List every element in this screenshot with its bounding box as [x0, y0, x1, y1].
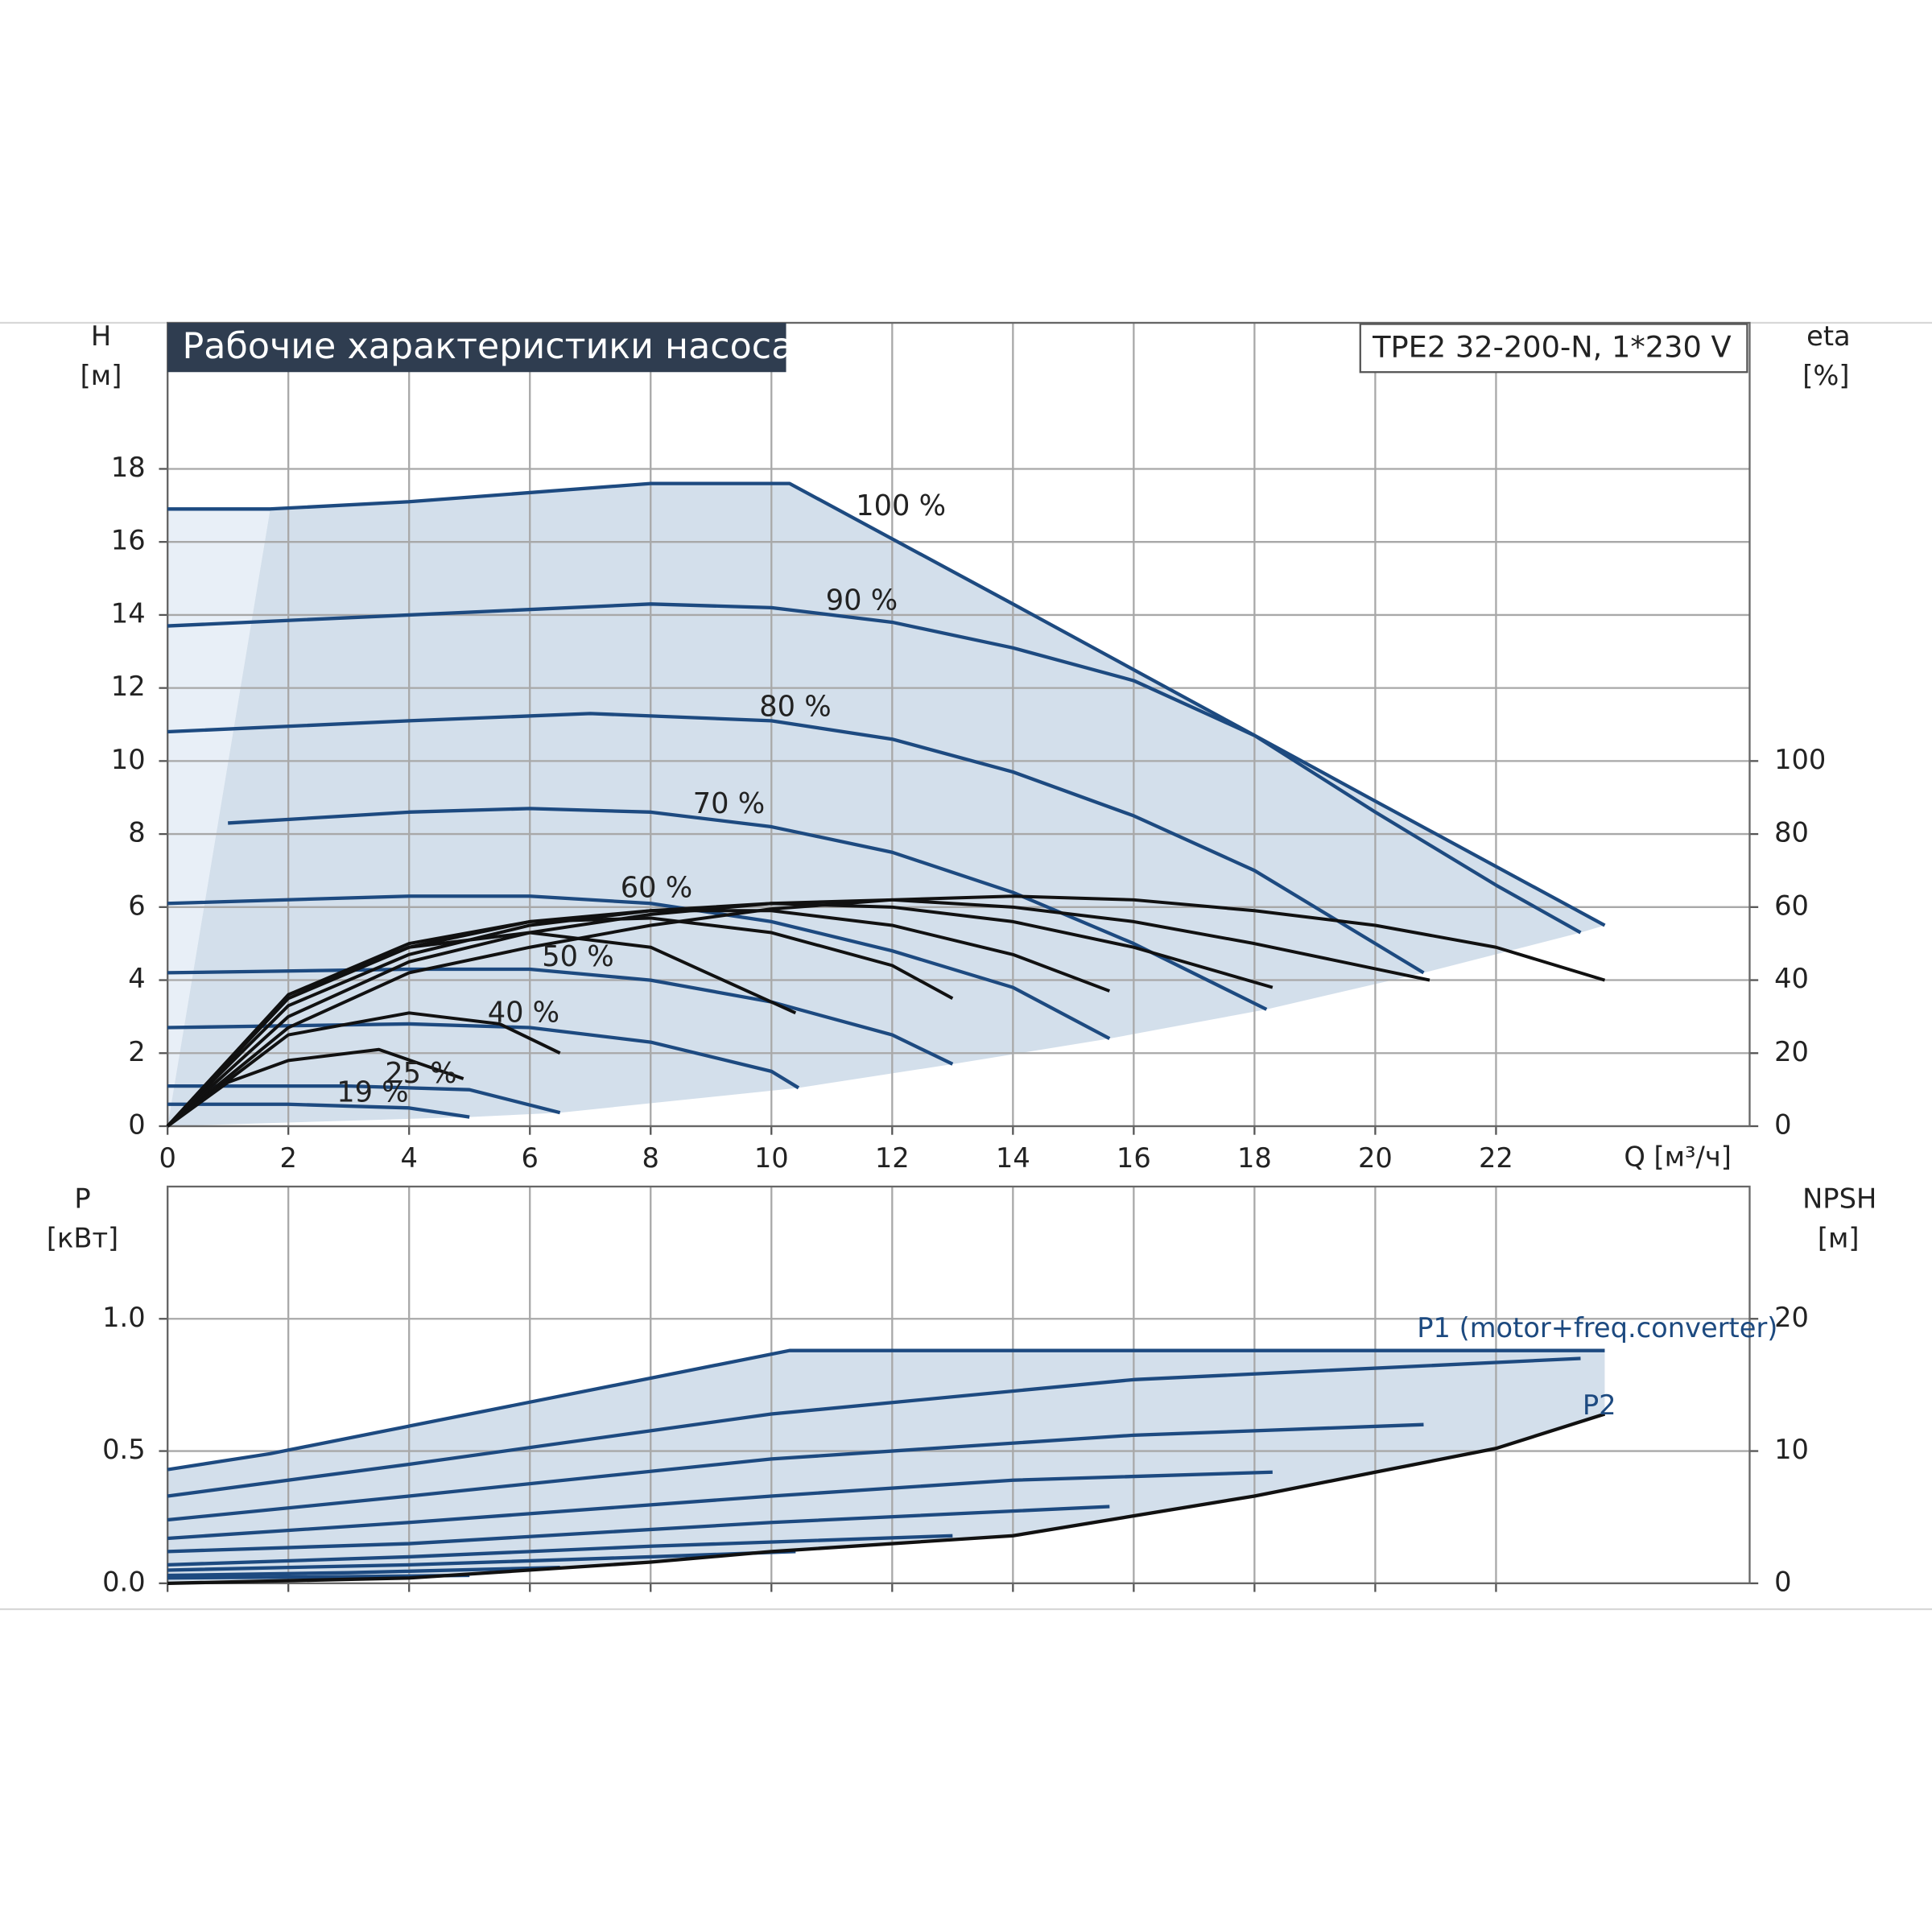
efficiency-curve [166, 902, 1274, 1128]
product-label: TPE2 32-200-N, 1*230 V [1372, 330, 1732, 365]
y-axis-label: H [91, 320, 111, 352]
y-tick-label: 4 [128, 963, 145, 994]
y2-axis-unit: [м] [1818, 1222, 1860, 1253]
y-tick-label: 18 [111, 452, 146, 483]
x-tick-label: 22 [1479, 1142, 1513, 1174]
efficiency-curve [166, 909, 1111, 1128]
y2-tick-label: 20 [1774, 1302, 1809, 1333]
y2-tick-label: 60 [1774, 890, 1809, 921]
x-tick-label: 14 [996, 1142, 1030, 1174]
curve [167, 1102, 470, 1119]
curve [167, 1356, 1581, 1498]
x-tick-label: 18 [1237, 1142, 1272, 1174]
plot-frame [167, 321, 1751, 1128]
y2-tick-label: 0 [1774, 1566, 1791, 1597]
curve [167, 1412, 1606, 1585]
y-tick-label: 16 [111, 525, 146, 556]
curve [167, 602, 1582, 935]
curve [167, 1348, 1605, 1472]
curve [167, 967, 954, 1066]
x-tick-label: 8 [642, 1142, 659, 1174]
efficiency-curve [166, 931, 797, 1128]
title-box [167, 323, 786, 373]
curve [167, 481, 1606, 927]
operating-area [167, 1350, 1605, 1583]
efficiency-curve [166, 1011, 561, 1128]
curve-label: 80 % [759, 691, 831, 724]
y-tick-label: 0.5 [102, 1434, 146, 1465]
curve-label: P2 [1583, 1389, 1616, 1421]
y-tick-label: 14 [111, 597, 146, 629]
y-tick-label: 8 [128, 817, 145, 848]
x-tick-label: 2 [279, 1142, 296, 1174]
curve [167, 1084, 561, 1115]
curve [167, 1470, 1273, 1541]
efficiency-curve [166, 1047, 464, 1128]
y2-tick-label: 0 [1774, 1108, 1791, 1140]
curve [167, 1534, 953, 1567]
curve [167, 712, 1425, 975]
x-tick-label: 10 [754, 1142, 789, 1174]
x-tick-label: 0 [159, 1142, 175, 1174]
y2-tick-label: 10 [1774, 1434, 1809, 1465]
curve-label: 19 % [336, 1075, 408, 1108]
curve [167, 894, 1111, 1041]
curve-label: 40 % [488, 997, 559, 1030]
x-tick-label: 20 [1358, 1142, 1393, 1174]
curve-label: P1 (motor+freq.converter) [1417, 1312, 1777, 1344]
y2-tick-label: 80 [1774, 817, 1809, 848]
y-tick-label: 1.0 [102, 1302, 146, 1333]
plot-frame [167, 1185, 1751, 1584]
curve [228, 807, 1268, 1011]
curve [167, 1422, 1424, 1522]
y2-tick-label: 100 [1774, 744, 1826, 775]
y2-tick-label: 20 [1774, 1036, 1809, 1067]
curve-label: 100 % [856, 489, 946, 522]
y2-axis-unit: [%] [1802, 360, 1849, 391]
y2-axis-label: NPSH [1802, 1183, 1876, 1214]
curve [167, 1022, 800, 1090]
x-tick-label: 6 [522, 1142, 539, 1174]
y-axis-label: P [74, 1183, 90, 1214]
curve-label: 60 % [621, 872, 692, 905]
y-tick-label: 12 [111, 671, 146, 702]
curve-label: 25 % [385, 1057, 456, 1090]
operating-area [167, 483, 1605, 1126]
y2-tick-label: 40 [1774, 963, 1809, 994]
curve-label: 50 % [542, 940, 613, 973]
y-tick-label: 0.0 [102, 1566, 146, 1597]
curve-label: 70 % [693, 787, 765, 820]
y-tick-label: 2 [128, 1036, 145, 1067]
y-tick-label: 6 [128, 890, 145, 921]
chart-title: Рабочие характеристики насоса [183, 326, 794, 367]
y-axis-unit: [кВт] [47, 1222, 118, 1253]
product-box [1359, 323, 1748, 374]
curve [167, 1565, 560, 1578]
y2-axis-label: eta [1806, 320, 1851, 352]
y-tick-label: 0 [128, 1108, 145, 1140]
y-axis-unit: [м] [80, 360, 122, 391]
x-tick-label: 16 [1117, 1142, 1151, 1174]
y-tick-label: 10 [111, 744, 146, 775]
operating-area-edge [167, 509, 270, 1126]
x-axis-label: Q [м³/ч] [1624, 1141, 1732, 1172]
curve-label: 90 % [826, 584, 898, 617]
x-tick-label: 12 [875, 1142, 910, 1174]
x-tick-label: 4 [400, 1142, 417, 1174]
curve [167, 1505, 1110, 1554]
